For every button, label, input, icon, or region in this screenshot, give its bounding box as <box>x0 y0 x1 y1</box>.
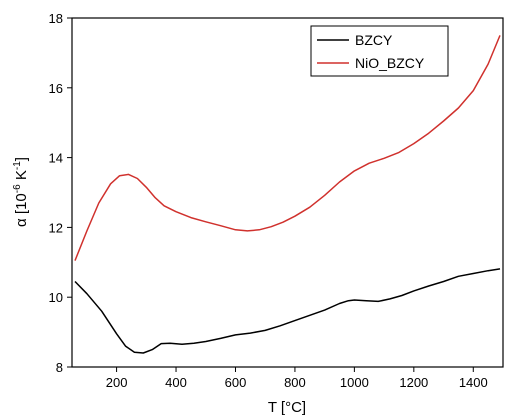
y-axis-title-mid: K <box>13 170 30 184</box>
x-tick-label: 800 <box>284 375 306 390</box>
x-axis-title: T [°C] <box>268 399 306 416</box>
legend-box <box>310 25 449 77</box>
series-line-bzcy <box>74 268 501 354</box>
y-axis-title-prefix: α [10 <box>13 193 30 227</box>
y-tick-label: 10 <box>49 290 63 305</box>
x-tick-label: 1400 <box>459 375 488 390</box>
plot-frame <box>71 17 504 368</box>
y-tick-label: 12 <box>49 220 63 235</box>
series-line-nio-bzcy <box>74 35 501 261</box>
x-tick-label: 1000 <box>340 375 369 390</box>
y-axis-title-exp1: -6 <box>12 184 23 193</box>
y-tick-label: 18 <box>49 11 63 26</box>
x-tick-label: 600 <box>225 375 247 390</box>
x-tick-label: 400 <box>165 375 187 390</box>
y-tick-label: 14 <box>49 151 63 166</box>
y-tick-label: 8 <box>56 360 63 375</box>
y-axis-title-exp2: -1 <box>12 161 23 170</box>
x-tick-label: 200 <box>106 375 128 390</box>
legend-label-nio-bzcy: NiO_BZCY <box>355 55 425 71</box>
x-tick-label: 1200 <box>399 375 428 390</box>
series-lines <box>74 35 501 354</box>
y-tick-label: 16 <box>49 81 63 96</box>
legend-label-bzcy: BZCY <box>355 32 393 48</box>
y-axis-title: α [10-6 K-1] <box>12 157 30 227</box>
axis-ticks: 200 400 600 800 1000 1200 1400 8 10 12 14 16 18 <box>49 11 488 390</box>
legend: BZCY NiO_BZCY <box>310 25 449 77</box>
y-axis-title-suffix: ] <box>13 157 30 161</box>
